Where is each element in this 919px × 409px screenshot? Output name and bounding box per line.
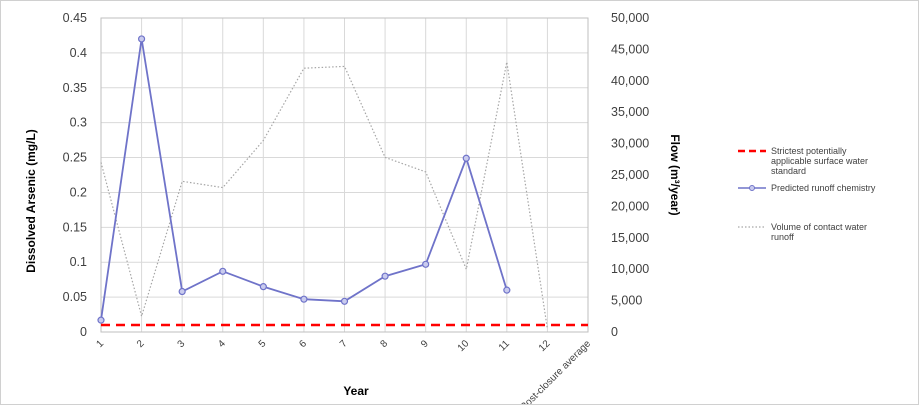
data-point bbox=[422, 260, 430, 268]
y-tick-label: 0.2 bbox=[70, 185, 87, 199]
y2-tick-label: 25,000 bbox=[611, 168, 649, 182]
x-tick-label: 3 bbox=[176, 338, 188, 350]
data-point bbox=[97, 316, 105, 324]
series-layer bbox=[97, 35, 588, 329]
y2-tick-label: 40,000 bbox=[611, 74, 649, 88]
x-tick-label: 7 bbox=[338, 338, 350, 350]
y-tick-label: 0.3 bbox=[70, 116, 87, 130]
x-tick-label: 8 bbox=[378, 338, 390, 350]
plot-area-border bbox=[100, 17, 589, 333]
y-tick-label: 0.05 bbox=[63, 290, 87, 304]
flow-line bbox=[100, 61, 548, 329]
data-point bbox=[219, 267, 227, 275]
x-tick-label: 9 bbox=[419, 338, 431, 350]
data-point bbox=[340, 297, 349, 305]
y-tick-label: 0.4 bbox=[70, 46, 87, 60]
y2-tick-label: 0 bbox=[611, 325, 618, 339]
x-axis-title: Year bbox=[343, 384, 369, 398]
legend: Strictest potentially applicable surface … bbox=[738, 146, 876, 242]
y-tick-label: 0.1 bbox=[70, 255, 87, 269]
x-tick-label: 1 bbox=[94, 338, 106, 350]
y2-axis-title: Flow (m³/year) bbox=[668, 134, 682, 215]
x-tick-label: 11 bbox=[497, 338, 512, 353]
y2-tick-label: 5,000 bbox=[611, 294, 642, 308]
data-point bbox=[178, 287, 186, 296]
data-point bbox=[137, 35, 146, 43]
y2-tick-label: 30,000 bbox=[611, 137, 649, 151]
y-tick-label: 0 bbox=[80, 325, 87, 339]
data-point bbox=[300, 295, 308, 303]
y2-tick-label: 10,000 bbox=[611, 262, 649, 276]
x-tick-label: 6 bbox=[297, 338, 309, 350]
x-tick-label: 5 bbox=[257, 338, 269, 350]
data-point bbox=[259, 283, 267, 291]
y2-tick-label: 20,000 bbox=[611, 199, 649, 213]
x-tick-label: Post-closure average bbox=[519, 338, 594, 404]
y-tick-label: 0.45 bbox=[63, 11, 87, 25]
y2-tick-label: 45,000 bbox=[611, 42, 649, 56]
x-tick-label: 12 bbox=[537, 338, 553, 354]
y-tick-label: 0.15 bbox=[63, 220, 87, 234]
legend-label: Predicted runoff chemistry bbox=[771, 183, 876, 193]
y2-tick-label: 15,000 bbox=[611, 231, 649, 245]
y2-tick-label: 50,000 bbox=[611, 11, 649, 25]
y-tick-label: 0.25 bbox=[63, 151, 87, 165]
y2-tick-label: 35,000 bbox=[611, 105, 649, 119]
right-axis-tick-labels: 0 5,000 10,000 15,000 20,000 25,000 30,000 35,0… bbox=[611, 11, 649, 339]
gridlines bbox=[100, 17, 589, 333]
x-tick-label: 2 bbox=[135, 338, 147, 350]
y-tick-label: 0.35 bbox=[63, 81, 87, 95]
x-tick-label: 4 bbox=[216, 338, 228, 350]
data-point bbox=[381, 272, 389, 280]
x-tick-label: 10 bbox=[456, 338, 472, 354]
legend-label: Volume of contact water runoff bbox=[771, 222, 867, 242]
left-axis-tick-labels: 0 0.05 0.1 0.15 0.2 0.25 0.3 0.35 0.4 0.45 bbox=[63, 11, 87, 339]
data-point bbox=[503, 286, 511, 294]
y-axis-title: Dissolved Arsenic (mg/L) bbox=[24, 129, 38, 273]
legend-marker bbox=[749, 185, 755, 191]
data-point bbox=[462, 154, 470, 162]
legend-label: Strictest potentially applicable surface … bbox=[771, 146, 868, 176]
